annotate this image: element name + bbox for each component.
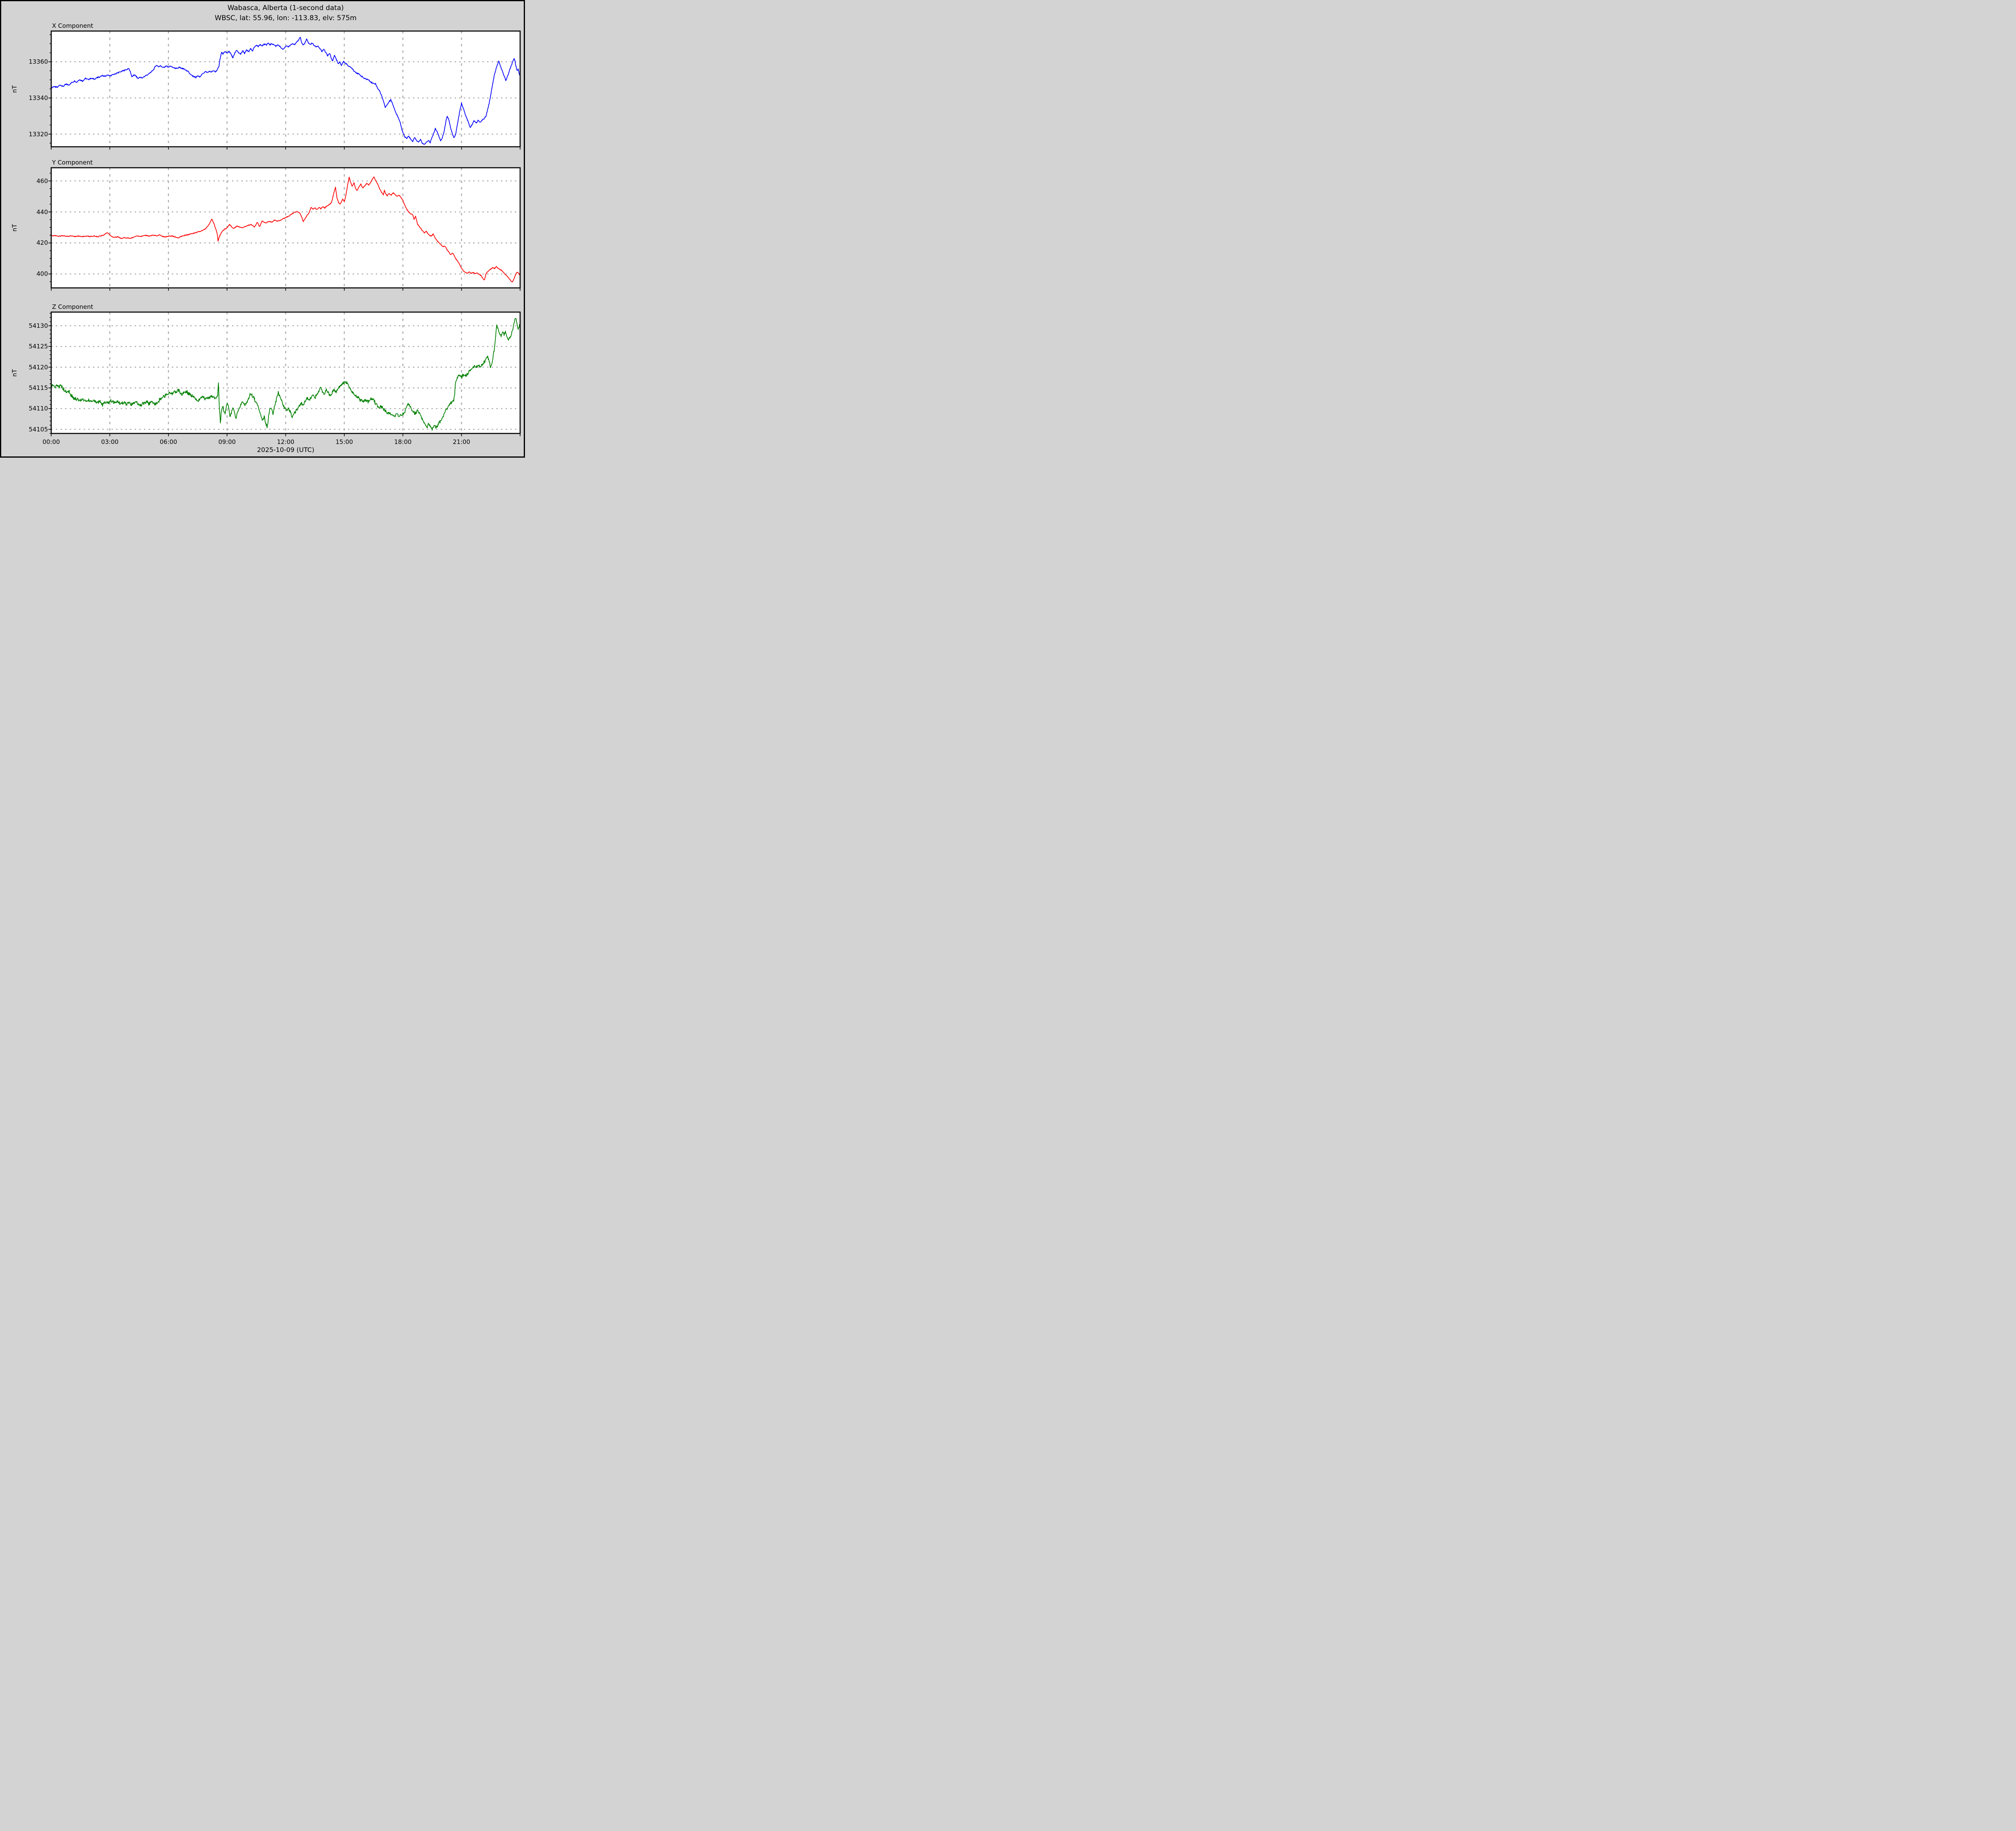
y-tick-label: 460	[36, 177, 48, 185]
x-tick-label: 18:00	[394, 438, 412, 446]
panel-y-plot-area	[48, 167, 521, 291]
y-tick-label: 13320	[29, 130, 48, 138]
panel-x-title: X Component	[52, 22, 94, 29]
x-tick-label: 00:00	[42, 438, 60, 446]
chart-svg-z-component	[48, 311, 521, 436]
chart-svg-y-component	[48, 167, 521, 291]
y-tick-label: 54110	[29, 405, 48, 412]
y-tick-label: 54115	[29, 384, 48, 392]
panel-z-plot-area	[48, 311, 521, 436]
panel-z-title: Z Component	[52, 303, 94, 310]
chart-subtitle: WBSC, lat: 55.96, lon: -113.83, elv: 575…	[215, 14, 357, 22]
y-tick-label: 420	[36, 239, 48, 247]
chart-svg-x-component	[48, 30, 521, 150]
y-tick-label: 13340	[29, 94, 48, 102]
x-tick-label: 12:00	[277, 438, 295, 446]
data-series-y-component	[51, 176, 520, 283]
plot-background	[51, 312, 520, 433]
magnetogram-figure: Wabasca, Alberta (1-second data) WBSC, l…	[0, 0, 525, 458]
x-tick-label: 21:00	[453, 438, 471, 446]
data-series-z-component	[51, 318, 520, 431]
x-tick-label: 09:00	[218, 438, 236, 446]
y-tick-label: 54125	[29, 343, 48, 350]
y-tick-label: 54120	[29, 363, 48, 371]
panel-x-plot-area	[48, 30, 521, 150]
chart-title: Wabasca, Alberta (1-second data)	[227, 4, 344, 12]
data-series-x-component	[51, 37, 520, 145]
panel-y-yaxis-label: nT	[11, 224, 18, 232]
x-tick-label: 03:00	[101, 438, 119, 446]
y-tick-label: 54130	[29, 322, 48, 329]
y-tick-label: 13360	[29, 58, 48, 66]
x-axis-label: 2025-10-09 (UTC)	[257, 446, 314, 454]
x-tick-label: 06:00	[160, 438, 177, 446]
y-tick-label: 400	[36, 270, 48, 278]
plot-background	[51, 31, 520, 147]
panel-y-title: Y Component	[52, 159, 93, 166]
y-tick-label: 440	[36, 208, 48, 216]
x-tick-label: 15:00	[335, 438, 353, 446]
y-tick-label: 54105	[29, 425, 48, 433]
